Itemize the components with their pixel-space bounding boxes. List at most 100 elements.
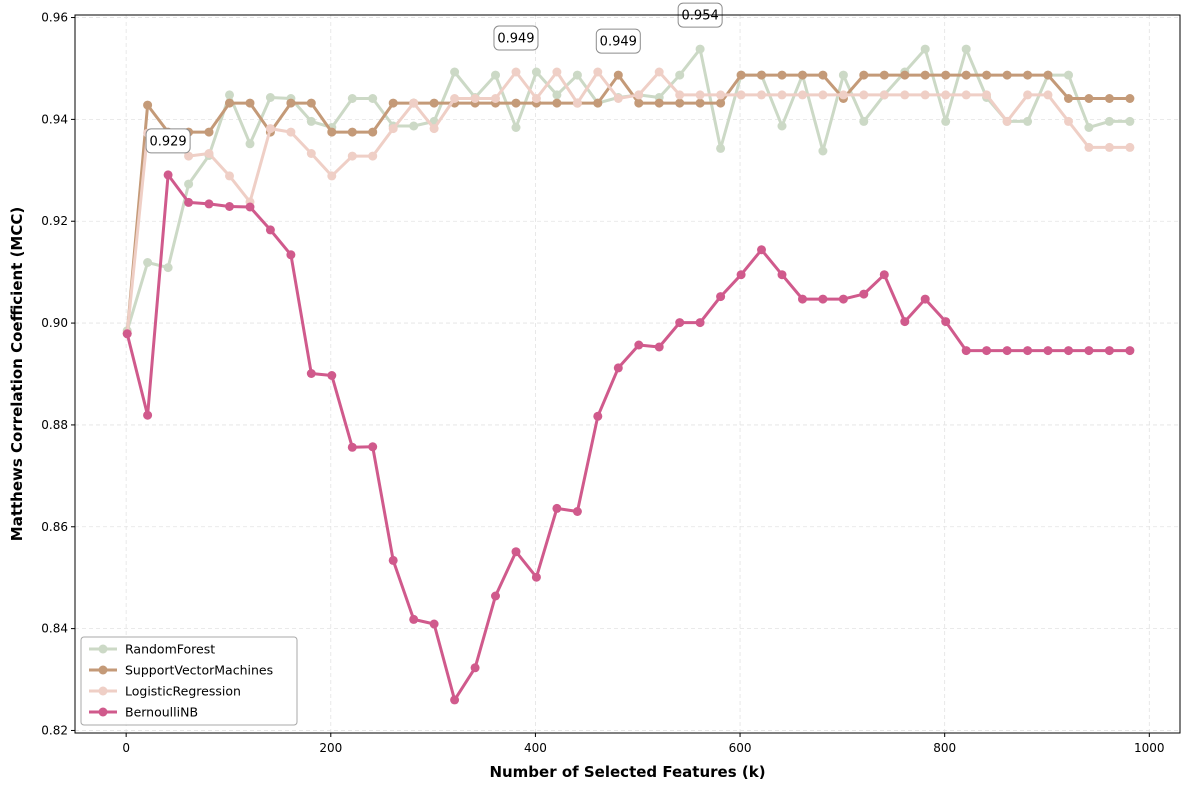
data-point (163, 170, 173, 180)
data-point (143, 100, 153, 110)
data-point (409, 614, 419, 624)
data-point (716, 143, 726, 153)
data-point (941, 317, 951, 327)
series-layer (122, 44, 1135, 705)
data-point (347, 151, 357, 161)
data-point (634, 98, 644, 108)
data-point (1084, 142, 1094, 152)
data-point (982, 90, 992, 100)
data-point (368, 127, 378, 137)
data-point (204, 127, 214, 137)
data-point (736, 270, 746, 280)
legend: RandomForest SupportVectorMachines Logisti… (80, 636, 298, 726)
data-point (511, 547, 521, 557)
annotation-label: 0.949 (600, 35, 637, 50)
legend-item: BernoulliNB (89, 705, 198, 720)
data-point (450, 67, 460, 77)
data-point (675, 98, 685, 108)
data-point (327, 171, 337, 181)
data-point (306, 149, 316, 158)
data-point (511, 98, 521, 108)
data-point (675, 90, 685, 100)
data-point (327, 127, 337, 137)
y-tick-label: 0.96 (41, 11, 68, 25)
data-point (798, 70, 807, 80)
data-point (593, 411, 603, 421)
data-point (122, 329, 132, 339)
data-point (511, 67, 521, 77)
y-tick-label: 0.90 (41, 316, 68, 330)
data-point (265, 93, 275, 102)
data-point (388, 98, 398, 108)
data-point (531, 94, 541, 103)
data-point (1104, 116, 1114, 126)
data-point (1104, 346, 1114, 356)
data-point (306, 369, 316, 378)
data-point (695, 44, 705, 54)
y-tick-label: 0.86 (41, 520, 68, 534)
annotation-box (595, 28, 641, 54)
data-point (1064, 70, 1073, 80)
data-point (941, 70, 951, 80)
data-point (838, 90, 848, 100)
data-point (900, 90, 910, 100)
data-point (184, 197, 194, 207)
data-point (470, 94, 480, 103)
legend-label: SupportVectorMachines (125, 663, 273, 678)
data-point (879, 70, 889, 80)
data-point (572, 507, 582, 516)
data-point (593, 67, 603, 77)
annotation-label: 0.954 (682, 9, 719, 24)
data-point (1002, 70, 1012, 80)
annotation-box (493, 25, 539, 51)
data-point (429, 124, 439, 134)
y-tick-label: 0.88 (41, 418, 68, 432)
legend-label: BernoulliNB (125, 705, 198, 720)
data-point (736, 90, 746, 100)
legend-swatch-marker (98, 644, 108, 654)
annotation-label: 0.929 (149, 134, 186, 149)
x-axis-title: Number of Selected Features (k) (489, 763, 765, 781)
series-BernoulliNB (122, 170, 1135, 705)
data-point (1023, 70, 1033, 80)
data-point (654, 98, 664, 108)
data-point (450, 695, 460, 705)
tick-layer: 0 200 400 600 800 1000 0.82 0.84 0.86 0.88 0.90 0.9… (41, 11, 1164, 755)
data-point (245, 98, 255, 108)
data-point (368, 442, 378, 452)
data-point (654, 342, 664, 352)
legend-label: RandomForest (125, 642, 215, 657)
annotation: 0.949 (493, 25, 539, 51)
data-point (777, 70, 787, 80)
series-LogisticRegression (122, 67, 1135, 338)
data-point (347, 94, 357, 103)
data-point (757, 90, 766, 100)
data-point (961, 70, 971, 80)
data-point (1002, 346, 1012, 356)
data-point (306, 98, 316, 108)
data-point (184, 151, 194, 161)
data-point (450, 94, 460, 103)
data-point (941, 90, 951, 100)
data-point (695, 98, 705, 108)
data-point (143, 258, 153, 267)
data-point (777, 90, 787, 100)
data-point (1023, 116, 1033, 126)
data-point (286, 250, 296, 260)
data-point (695, 90, 705, 100)
data-point (879, 90, 889, 100)
data-point (982, 346, 992, 356)
data-point (368, 94, 378, 103)
data-point (716, 90, 726, 100)
data-point (531, 67, 541, 77)
y-tick-label: 0.82 (41, 723, 68, 737)
annotation-layer: 0.929 0.949 0.949 0.954 (145, 2, 723, 154)
y-tick-label: 0.92 (41, 214, 68, 228)
data-point (675, 70, 685, 80)
data-point (409, 121, 419, 131)
data-point (982, 70, 992, 80)
data-point (613, 94, 623, 103)
annotation-label: 0.949 (497, 32, 534, 47)
data-point (265, 225, 275, 235)
